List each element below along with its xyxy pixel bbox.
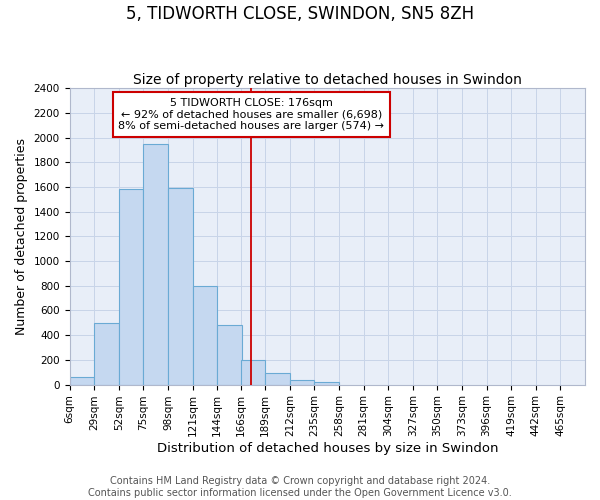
Title: Size of property relative to detached houses in Swindon: Size of property relative to detached ho… [133, 73, 522, 87]
Bar [70, 377, 94, 384]
Bar [94, 323, 119, 384]
Bar [241, 360, 265, 384]
Bar [193, 286, 217, 384]
Bar [119, 190, 143, 384]
Bar [168, 188, 193, 384]
Bar [143, 144, 168, 384]
Bar [290, 380, 314, 384]
Text: Contains HM Land Registry data © Crown copyright and database right 2024.
Contai: Contains HM Land Registry data © Crown c… [88, 476, 512, 498]
Y-axis label: Number of detached properties: Number of detached properties [15, 138, 28, 335]
Bar [314, 382, 339, 384]
Text: 5, TIDWORTH CLOSE, SWINDON, SN5 8ZH: 5, TIDWORTH CLOSE, SWINDON, SN5 8ZH [126, 5, 474, 23]
Text: 5 TIDWORTH CLOSE: 176sqm
← 92% of detached houses are smaller (6,698)
8% of semi: 5 TIDWORTH CLOSE: 176sqm ← 92% of detach… [118, 98, 385, 131]
X-axis label: Distribution of detached houses by size in Swindon: Distribution of detached houses by size … [157, 442, 498, 455]
Bar [265, 374, 290, 384]
Bar [217, 326, 242, 384]
